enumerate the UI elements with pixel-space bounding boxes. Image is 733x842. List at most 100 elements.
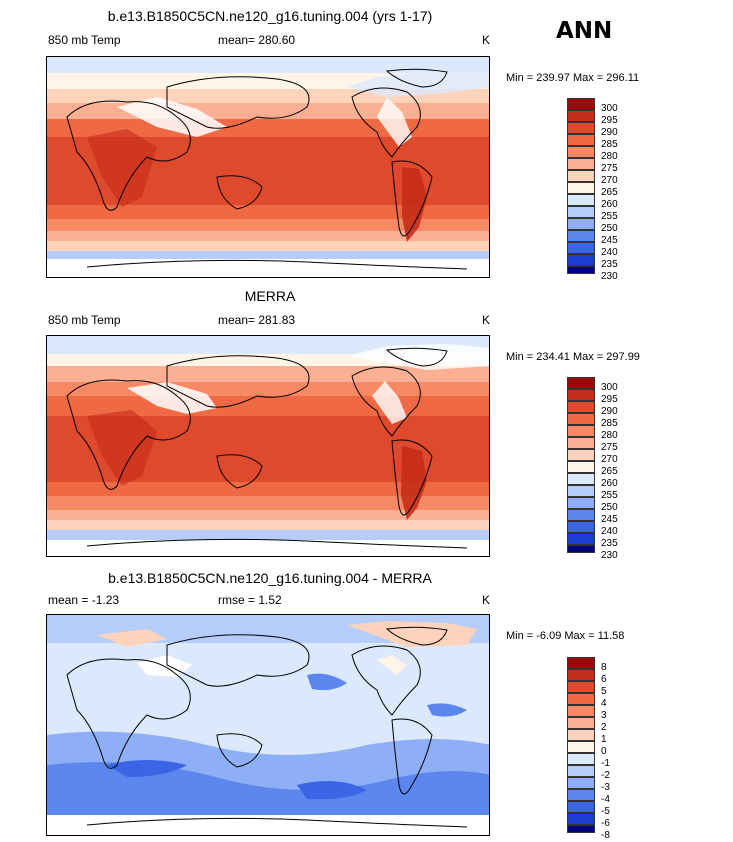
colorbar-label: 280 [601, 151, 618, 162]
colorbar-label: 250 [601, 502, 618, 513]
colorbar-swatch [567, 98, 595, 110]
colorbar-swatch [567, 230, 595, 242]
colorbar-label: 295 [601, 394, 618, 405]
panel-model-units: K [482, 33, 491, 47]
colorbar-swatch [567, 681, 595, 693]
colorbar-swatch [567, 254, 595, 266]
panel-obs-units: K [482, 313, 491, 327]
colorbar-swatch [567, 789, 595, 801]
panel-model-title: b.e13.B1850C5CN.ne120_g16.tuning.004 (yr… [107, 8, 433, 24]
colorbar-label: 290 [601, 127, 618, 138]
colorbar-label: -5 [601, 806, 610, 817]
colorbar-label: 4 [601, 698, 607, 709]
panel-model-map-field [47, 57, 489, 277]
colorbar-swatch [567, 437, 595, 449]
colorbar-label: 230 [601, 271, 618, 282]
panel-diff-units: K [482, 593, 491, 607]
colorbar-swatch [567, 729, 595, 741]
colorbar-swatch [567, 266, 595, 274]
colorbar-label: 270 [601, 454, 618, 465]
colorbar-label: -8 [601, 830, 610, 841]
colorbar-label: 5 [601, 686, 607, 697]
colorbar-swatch [567, 693, 595, 705]
colorbar-swatch [567, 753, 595, 765]
colorbar-label: -3 [601, 782, 610, 793]
panel-model-mean: mean= 280.60 [218, 33, 296, 47]
colorbar-swatch [567, 158, 595, 170]
colorbar-swatch [567, 242, 595, 254]
colorbar-swatch [567, 545, 595, 553]
colorbar-swatch [567, 657, 595, 669]
colorbar-swatch [567, 801, 595, 813]
colorbar-label: 285 [601, 139, 618, 150]
colorbar-label: -1 [601, 758, 610, 769]
colorbar-swatch [567, 146, 595, 158]
panel-diff-map-field [47, 615, 489, 835]
colorbar-label: 300 [601, 382, 618, 393]
colorbar-label: 8 [601, 662, 607, 673]
colorbar-label: -2 [601, 770, 610, 781]
colorbar-swatch [567, 705, 595, 717]
colorbar-swatch [567, 110, 595, 122]
colorbar-label: 245 [601, 235, 618, 246]
colorbar-swatch [567, 825, 595, 833]
colorbar-label: 270 [601, 175, 618, 186]
colorbar-swatch [567, 449, 595, 461]
colorbar-label: 3 [601, 710, 607, 721]
colorbar-swatch [567, 485, 595, 497]
colorbar-label: 6 [601, 674, 607, 685]
colorbar-label: 300 [601, 103, 618, 114]
colorbar-label: 230 [601, 550, 618, 561]
colorbar-swatch [567, 509, 595, 521]
panel-obs-minmax: Min = 234.41 Max = 297.99 [506, 351, 640, 363]
panel-diff-map [46, 614, 490, 836]
colorbar-swatch [567, 413, 595, 425]
colorbar-label: 260 [601, 478, 618, 489]
colorbar-swatch [567, 461, 595, 473]
colorbar-swatch [567, 170, 595, 182]
colorbar-swatch [567, 182, 595, 194]
colorbar-swatch [567, 194, 595, 206]
colorbar-label: 0 [601, 746, 607, 757]
colorbar-label: 280 [601, 430, 618, 441]
panel-diff-title: b.e13.B1850C5CN.ne120_g16.tuning.004 - M… [108, 570, 432, 586]
panel-obs-title: MERRA [244, 288, 296, 304]
colorbar-label: 235 [601, 538, 618, 549]
colorbar-label: 265 [601, 466, 618, 477]
colorbar-swatch [567, 741, 595, 753]
panel-diff-rmse: rmse = 1.52 [218, 593, 282, 607]
colorbar-label: 235 [601, 259, 618, 270]
panel-diff-minmax: Min = -6.09 Max = 11.58 [506, 630, 625, 642]
panel-model-map [46, 56, 490, 278]
colorbar-swatch [567, 497, 595, 509]
colorbar-swatch [567, 473, 595, 485]
panel-obs-map-field [47, 336, 489, 556]
colorbar-swatch [567, 765, 595, 777]
colorbar-label: 250 [601, 223, 618, 234]
colorbar-swatch [567, 717, 595, 729]
colorbar-swatch [567, 206, 595, 218]
colorbar-swatch [567, 777, 595, 789]
colorbar-label: 295 [601, 115, 618, 126]
colorbar-swatch [567, 377, 595, 389]
colorbar-label: 265 [601, 187, 618, 198]
colorbar-swatch [567, 218, 595, 230]
colorbar-label: 260 [601, 199, 618, 210]
panel-diff-mean: mean = -1.23 [48, 593, 120, 607]
colorbar-label: 1 [601, 734, 607, 745]
colorbar-swatch [567, 122, 595, 134]
colorbar-label: 240 [601, 526, 618, 537]
colorbar-label: 275 [601, 442, 618, 453]
colorbar-swatch [567, 425, 595, 437]
colorbar-label: 275 [601, 163, 618, 174]
colorbar-label: 2 [601, 722, 607, 733]
panel-model-variable: 850 mb Temp [48, 33, 121, 47]
colorbar-label: -6 [601, 818, 610, 829]
colorbar-swatch [567, 134, 595, 146]
colorbar-label: 240 [601, 247, 618, 258]
colorbar-label: 245 [601, 514, 618, 525]
panel-obs-variable: 850 mb Temp [48, 313, 121, 327]
colorbar-label: 255 [601, 490, 618, 501]
colorbar-label: 290 [601, 406, 618, 417]
colorbar-swatch [567, 533, 595, 545]
